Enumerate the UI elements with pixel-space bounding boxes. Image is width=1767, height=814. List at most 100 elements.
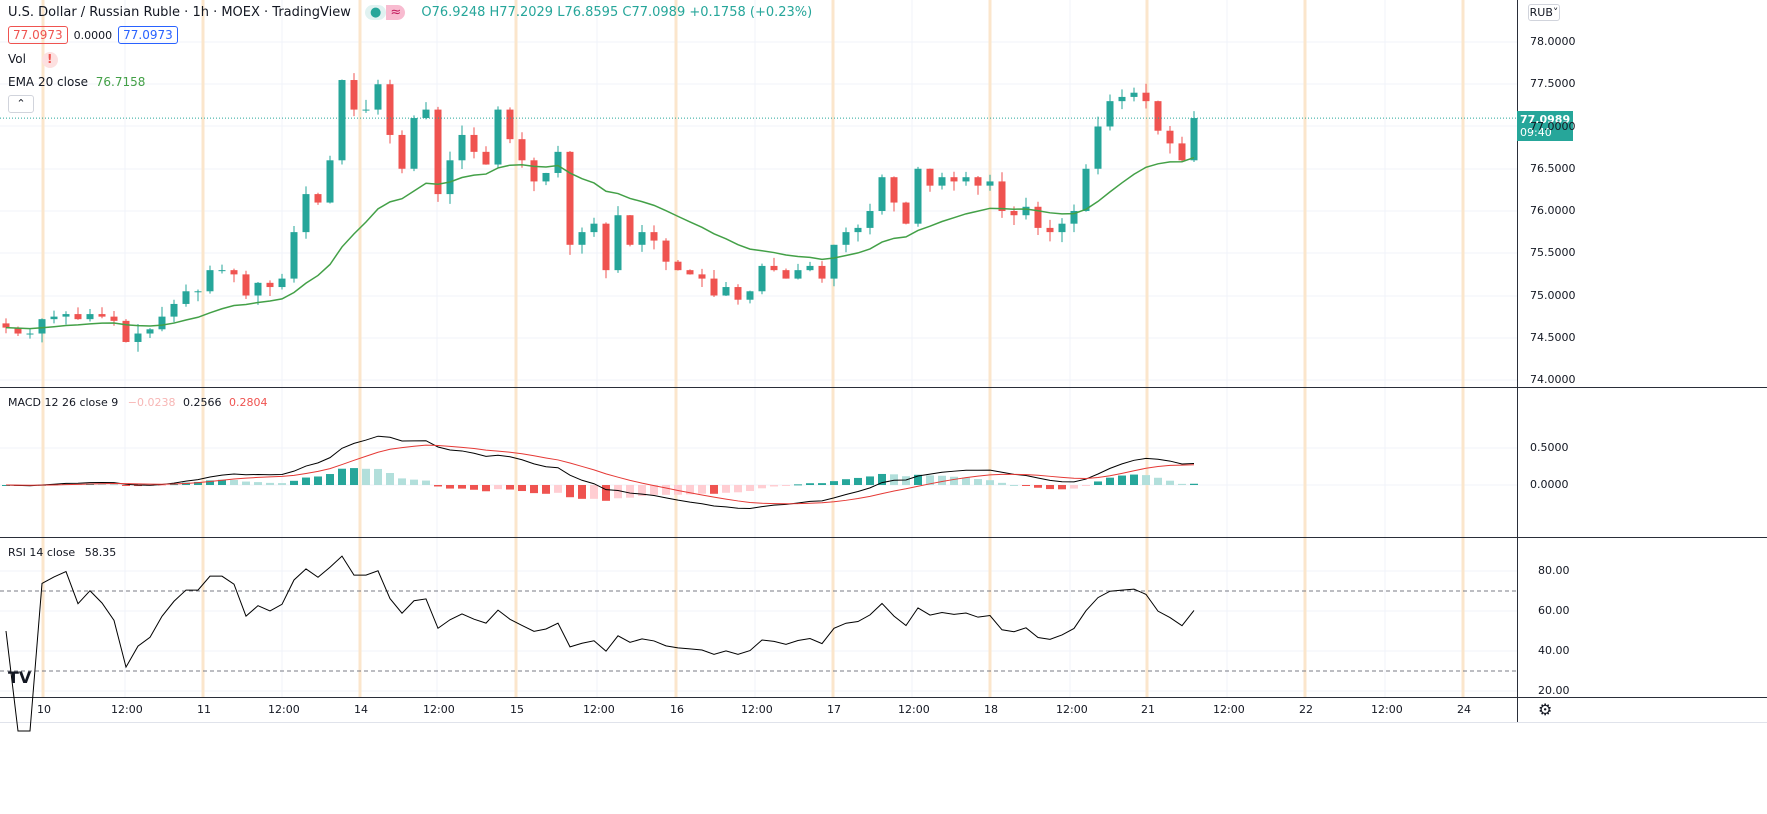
candle-body <box>602 223 610 271</box>
candle-body <box>506 109 514 140</box>
candle-body <box>770 265 778 271</box>
macd-histogram-bar <box>566 485 574 498</box>
macd-histogram-bar <box>1166 480 1174 485</box>
macd-histogram-bar <box>1046 485 1054 490</box>
candle-body <box>446 160 454 195</box>
rsi-legend: RSI 14 close 58.35 <box>8 546 116 559</box>
candle-body <box>338 80 346 161</box>
candle-body <box>218 270 226 272</box>
macd-histogram-bar <box>806 483 814 485</box>
time-axis-label: 18 <box>984 703 998 716</box>
candle-body <box>1034 206 1042 228</box>
time-axis-label: 12:00 <box>1213 703 1245 716</box>
candle-body <box>734 287 742 300</box>
tradingview-logo[interactable]: TV <box>8 668 32 687</box>
time-axis-label: 12:00 <box>268 703 300 716</box>
candle-body <box>662 240 670 262</box>
macd-histogram-bar <box>734 485 742 493</box>
macd-histogram-bar <box>302 477 310 485</box>
macd-histogram-bar <box>398 478 406 485</box>
candle-body <box>422 109 430 119</box>
macd-histogram-bar <box>842 479 850 485</box>
candle-body <box>806 265 814 271</box>
rsi-axis-label: 20.00 <box>1538 684 1570 697</box>
candle-body <box>434 109 442 195</box>
macd-histogram-bar <box>794 484 802 486</box>
buy-button[interactable]: 77.0973 <box>118 26 178 44</box>
last-price-tag: 77.0989 09:40 <box>1517 111 1573 141</box>
candle-body <box>686 270 694 275</box>
candle-body <box>974 177 982 186</box>
candle-body <box>626 215 634 245</box>
candle-body <box>134 333 142 342</box>
candle-body <box>566 151 574 245</box>
macd-histogram-bar <box>770 485 778 487</box>
candle-body <box>482 151 490 165</box>
candle-body <box>674 261 682 271</box>
candle-body <box>986 181 994 186</box>
macd-histogram-bar <box>1034 485 1042 488</box>
macd-histogram-bar <box>962 477 970 485</box>
last-price-value: 77.0989 <box>1520 113 1571 126</box>
time-axis-label: 16 <box>670 703 684 716</box>
macd-signal-line <box>5 444 1195 505</box>
macd-histogram-bar <box>338 468 346 485</box>
macd-histogram-bar <box>266 482 274 485</box>
candle-body <box>1094 126 1102 169</box>
macd-histogram-bar <box>518 485 526 492</box>
candle-body <box>998 181 1006 211</box>
macd-histogram-bar <box>758 485 766 489</box>
candle-body <box>590 223 598 233</box>
macd-histogram-bar <box>854 477 862 485</box>
macd-histogram-bar <box>506 485 514 490</box>
candle-body <box>242 274 250 296</box>
bid-ask-row: 77.0973 0.0000 77.0973 <box>8 26 184 44</box>
macd-histogram-bar <box>626 485 634 498</box>
time-axis-label: 12:00 <box>583 703 615 716</box>
candle-body <box>722 287 730 296</box>
currency-dropdown[interactable]: RUB˅ <box>1528 4 1560 21</box>
ema-line <box>5 156 1195 330</box>
macd-histogram-bar <box>494 485 502 490</box>
rsi-axis-label: 80.00 <box>1538 564 1570 577</box>
warning-icon[interactable]: ! <box>41 52 58 68</box>
spread-value: 0.0000 <box>73 29 113 42</box>
macd-histogram-bar <box>950 476 958 485</box>
time-axis-label: 12:00 <box>1371 703 1403 716</box>
candle-body <box>38 319 46 334</box>
rsi-line <box>5 555 1195 732</box>
rsi-value: 58.35 <box>84 546 117 559</box>
candle-body <box>290 232 298 279</box>
candle-body <box>1106 101 1114 127</box>
market-open-icon[interactable]: ● <box>365 5 387 20</box>
gear-icon[interactable]: ⚙ <box>1538 700 1553 719</box>
vol-label: Vol <box>8 52 26 66</box>
macd-histogram-bar <box>554 485 562 493</box>
candle-body <box>698 274 706 279</box>
data-delay-icon[interactable]: ≈ <box>386 5 406 20</box>
macd-histogram-bar <box>890 474 898 485</box>
candle-body <box>122 320 130 342</box>
time-axis-label: 24 <box>1457 703 1471 716</box>
macd-histogram-bar <box>194 481 202 485</box>
candle-body <box>2 323 10 328</box>
candle-body <box>194 291 202 293</box>
sell-button[interactable]: 77.0973 <box>8 26 68 44</box>
candle-body <box>1166 130 1174 144</box>
candle-body <box>182 291 190 304</box>
candle-body <box>158 316 166 330</box>
macd-line <box>5 435 1195 509</box>
candle-body <box>830 244 838 279</box>
candle-body <box>866 211 874 228</box>
chevron-up-icon[interactable]: ⌃ <box>8 95 34 113</box>
macd-histogram-bar <box>818 483 826 485</box>
time-axis-label: 12:00 <box>111 703 143 716</box>
candle-body <box>1154 101 1162 131</box>
candle-body <box>1130 92 1138 97</box>
macd-histogram-bar <box>362 468 370 485</box>
macd-value: 0.2566 <box>183 396 222 409</box>
candle-body <box>890 177 898 203</box>
macd-legend: MACD 12 26 close 9 −0.0238 0.2566 0.2804 <box>8 396 268 409</box>
macd-histogram-bar <box>998 482 1006 485</box>
